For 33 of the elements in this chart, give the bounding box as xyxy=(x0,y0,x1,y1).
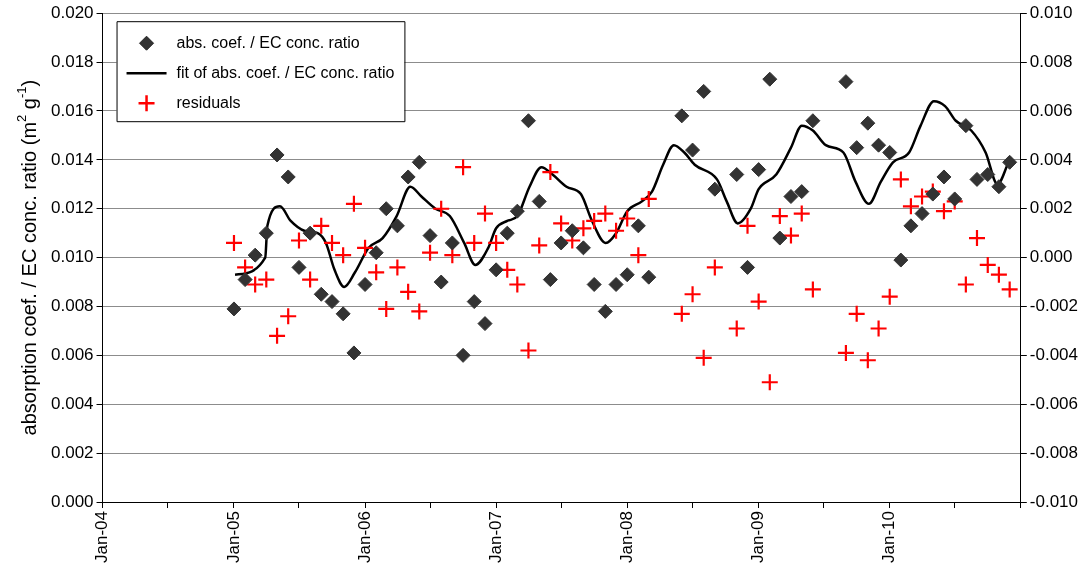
y2-tick-label: 0.002 xyxy=(1029,198,1073,218)
y2-tick-label: 0.010 xyxy=(1029,2,1073,22)
x-tick-label: Jan-06 xyxy=(354,511,374,563)
y2-tick-label: 0.008 xyxy=(1029,51,1073,71)
y-tick-label: 0.004 xyxy=(50,393,94,413)
y-axis-title: absorption coef. / EC conc. ratio (m2 g-1) xyxy=(13,79,40,436)
y-tick-label: 0.002 xyxy=(50,442,94,462)
y-tick-label: 0.008 xyxy=(50,296,94,316)
y-tick-label: 0.000 xyxy=(50,491,94,511)
x-tick-label: Jan-09 xyxy=(748,511,768,563)
y-tick-label: 0.018 xyxy=(50,51,94,71)
y-tick-label: 0.016 xyxy=(50,100,94,120)
legend-label: fit of abs. coef. / EC conc. ratio xyxy=(176,63,395,81)
y2-tick-label: 0.000 xyxy=(1029,247,1073,267)
y-tick-label: 0.014 xyxy=(50,149,94,169)
y-tick-label: 0.020 xyxy=(50,2,94,22)
x-tick-label: Jan-10 xyxy=(879,511,899,563)
y2-tick-label: 0.006 xyxy=(1029,100,1073,120)
y2-tick-label: -0.004 xyxy=(1029,345,1078,365)
x-tick-label: Jan-08 xyxy=(616,511,636,563)
y2-tick-label: -0.002 xyxy=(1029,296,1078,316)
x-tick-label: Jan-05 xyxy=(223,511,243,563)
y-tick-label: 0.006 xyxy=(50,345,94,365)
x-tick-label: Jan-04 xyxy=(92,511,112,563)
y2-tick-label: 0.004 xyxy=(1029,149,1073,169)
legend-label: residuals xyxy=(176,93,241,111)
y2-tick-label: -0.008 xyxy=(1029,442,1078,462)
y-tick-label: 0.010 xyxy=(50,247,94,267)
y2-tick-label: -0.006 xyxy=(1029,393,1078,413)
legend-label: abs. coef. / EC conc. ratio xyxy=(176,33,360,51)
y2-tick-label: -0.010 xyxy=(1029,491,1078,511)
x-tick-label: Jan-07 xyxy=(485,511,505,563)
y-tick-label: 0.012 xyxy=(50,198,94,218)
